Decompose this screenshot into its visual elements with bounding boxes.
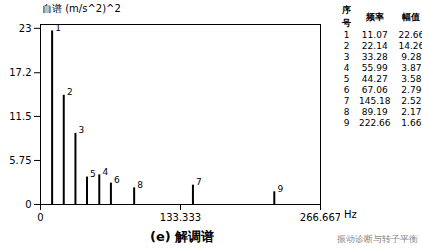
svg-text:23: 23 <box>19 23 32 34</box>
html-text:4: 4 <box>343 63 350 73</box>
html-text:89.19: 89.19 <box>361 107 388 117</box>
html-text:3.58: 3.58 <box>401 74 422 84</box>
svg-text:17.2: 17.2 <box>9 67 31 78</box>
html-text:幅值: 幅值 <box>402 11 421 22</box>
html-text:1.66: 1.66 <box>401 118 422 128</box>
html-text:振动诊断与转子平衡: 振动诊断与转子平衡 <box>337 234 418 244</box>
html-text:7: 7 <box>343 96 350 106</box>
html-text:序号: 序号 <box>342 5 351 28</box>
html-text:1: 1 <box>343 30 350 40</box>
html-text:2.52: 2.52 <box>401 96 422 106</box>
svg-text:0: 0 <box>37 212 43 223</box>
html-text:9: 9 <box>343 118 350 128</box>
html-text:33.28: 33.28 <box>361 52 388 62</box>
svg-text:7: 7 <box>196 177 202 187</box>
html-text:5: 5 <box>343 74 350 84</box>
svg-text:0: 0 <box>25 199 31 210</box>
html-text:频率: 频率 <box>365 11 384 22</box>
svg-text:5: 5 <box>90 169 96 179</box>
html-text:55.99: 55.99 <box>361 63 388 73</box>
html-text:2: 2 <box>343 41 350 51</box>
html-text:自谱 (m/s^2)^2: 自谱 (m/s^2)^2 <box>42 3 121 14</box>
html-text:6: 6 <box>343 85 350 95</box>
html-text:2.17: 2.17 <box>401 107 422 117</box>
svg-text:3: 3 <box>79 125 85 135</box>
svg-text:11.5: 11.5 <box>9 111 31 122</box>
html-text:3.87: 3.87 <box>401 63 422 73</box>
svg-text:5.75: 5.75 <box>9 155 31 166</box>
html-text:3: 3 <box>343 52 350 62</box>
html-text:2.79: 2.79 <box>401 85 422 95</box>
html-text:Hz: Hz <box>344 209 357 220</box>
svg-text:4: 4 <box>102 167 108 177</box>
svg-text:133.333: 133.333 <box>160 212 201 223</box>
svg-text:8: 8 <box>137 180 143 190</box>
html-text:44.27: 44.27 <box>361 74 388 84</box>
html-text:(e) 解调谱: (e) 解调谱 <box>150 229 215 244</box>
html-text:9.28: 9.28 <box>401 52 422 62</box>
svg-text:9: 9 <box>277 184 283 194</box>
html-text:145.18: 145.18 <box>359 96 391 106</box>
html-text:22.14: 22.14 <box>361 41 388 51</box>
html-text:222.66: 222.66 <box>359 118 391 128</box>
html-text:8: 8 <box>343 107 350 117</box>
svg-text:6: 6 <box>114 175 120 185</box>
svg-text:2: 2 <box>67 87 73 97</box>
html-text:67.06: 67.06 <box>361 85 388 95</box>
svg-text:266.667: 266.667 <box>300 212 340 223</box>
html-text:11.07: 11.07 <box>361 30 388 40</box>
svg-text:1: 1 <box>55 22 61 33</box>
